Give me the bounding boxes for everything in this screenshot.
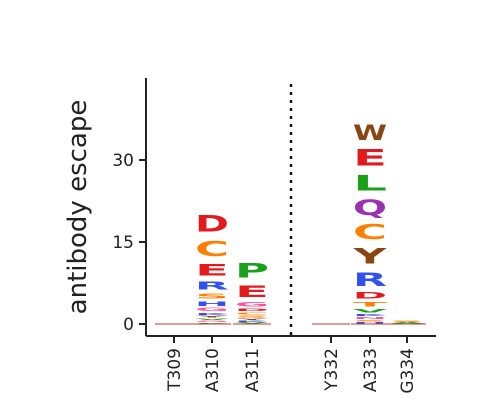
logo-letter: K	[353, 314, 387, 317]
logo-letter: E	[195, 261, 229, 279]
logo-letter: A	[390, 322, 424, 324]
logo-letter: G	[235, 301, 269, 308]
logo-letter: C	[235, 312, 269, 315]
logo-letter: V	[353, 308, 388, 313]
logo-letter: T	[353, 301, 388, 309]
logo-letter: K	[195, 312, 229, 315]
logo-letter: Y	[194, 316, 229, 319]
logo-letter: V	[195, 318, 229, 320]
logo-letter: H	[353, 322, 387, 324]
logo-letter: S	[195, 292, 229, 300]
logo-letter: K	[235, 320, 269, 322]
x-tick-label: A310	[203, 348, 223, 392]
logo-letter: Q	[353, 195, 387, 220]
logo-letter: S	[353, 320, 387, 322]
logo-letter: V	[235, 322, 269, 324]
logo-letter: S	[390, 321, 424, 323]
x-tick-label: A311	[243, 348, 263, 392]
logo-letter: L	[353, 171, 387, 196]
logo-letter: G	[195, 307, 229, 312]
x-tick-label: T309	[165, 348, 185, 392]
logo-letter: P	[195, 323, 229, 324]
y-tick-label: 0	[123, 315, 134, 335]
logo-letter: N	[353, 317, 387, 320]
logo-letter: W	[353, 121, 387, 146]
logo-letter: P	[235, 260, 269, 283]
logo-letter: Y	[234, 318, 269, 320]
x-tick-label: G334	[398, 348, 418, 394]
logo-letter: R	[353, 269, 387, 291]
logo-letter: R	[195, 279, 229, 292]
logo-letter: G	[195, 321, 229, 323]
x-tick-label: Y332	[322, 348, 342, 392]
y-tick-label: 30	[112, 151, 134, 171]
y-axis-label: antibody escape	[63, 100, 93, 315]
logo-letter: C	[195, 238, 229, 262]
y-tick-label: 15	[112, 233, 134, 253]
logo-letter: E	[235, 283, 269, 301]
logo-letter: D	[353, 291, 387, 301]
logo-letter: Y	[352, 245, 387, 269]
logo-letter: S	[235, 315, 269, 318]
logo-letter: H	[195, 300, 229, 307]
y-ticks: 0 15 30	[112, 151, 146, 335]
logo-letter: E	[353, 146, 387, 172]
x-tick-label: A333	[361, 348, 381, 392]
x-ticks: T309 A310 A311 Y332 A333 G334	[165, 336, 418, 394]
logo-letter: D	[195, 211, 229, 237]
logo-letter: D	[235, 308, 269, 312]
logo-letter: C	[353, 221, 387, 245]
